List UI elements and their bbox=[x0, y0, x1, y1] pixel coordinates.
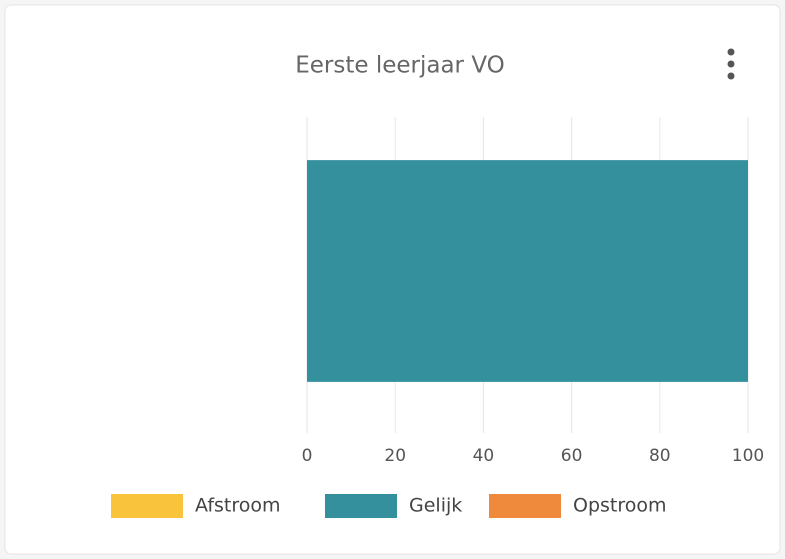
x-tick-label: 60 bbox=[561, 446, 583, 466]
x-tick-label: 20 bbox=[384, 446, 406, 466]
legend-swatch bbox=[325, 494, 397, 518]
x-tick-label: 80 bbox=[649, 446, 671, 466]
chart-title: Eerste leerjaar VO bbox=[295, 53, 505, 79]
legend-label: Gelijk bbox=[409, 495, 462, 517]
x-tick-label: 40 bbox=[473, 446, 495, 466]
legend-swatch bbox=[489, 494, 561, 518]
legend-swatch bbox=[111, 494, 183, 518]
legend-label: Afstroom bbox=[195, 495, 281, 517]
x-tick-label: 100 bbox=[732, 446, 764, 466]
menu-button[interactable] bbox=[727, 48, 735, 80]
x-tick-label: 0 bbox=[302, 446, 313, 466]
legend-label: Opstroom bbox=[573, 495, 667, 517]
bar-segment bbox=[307, 160, 748, 382]
